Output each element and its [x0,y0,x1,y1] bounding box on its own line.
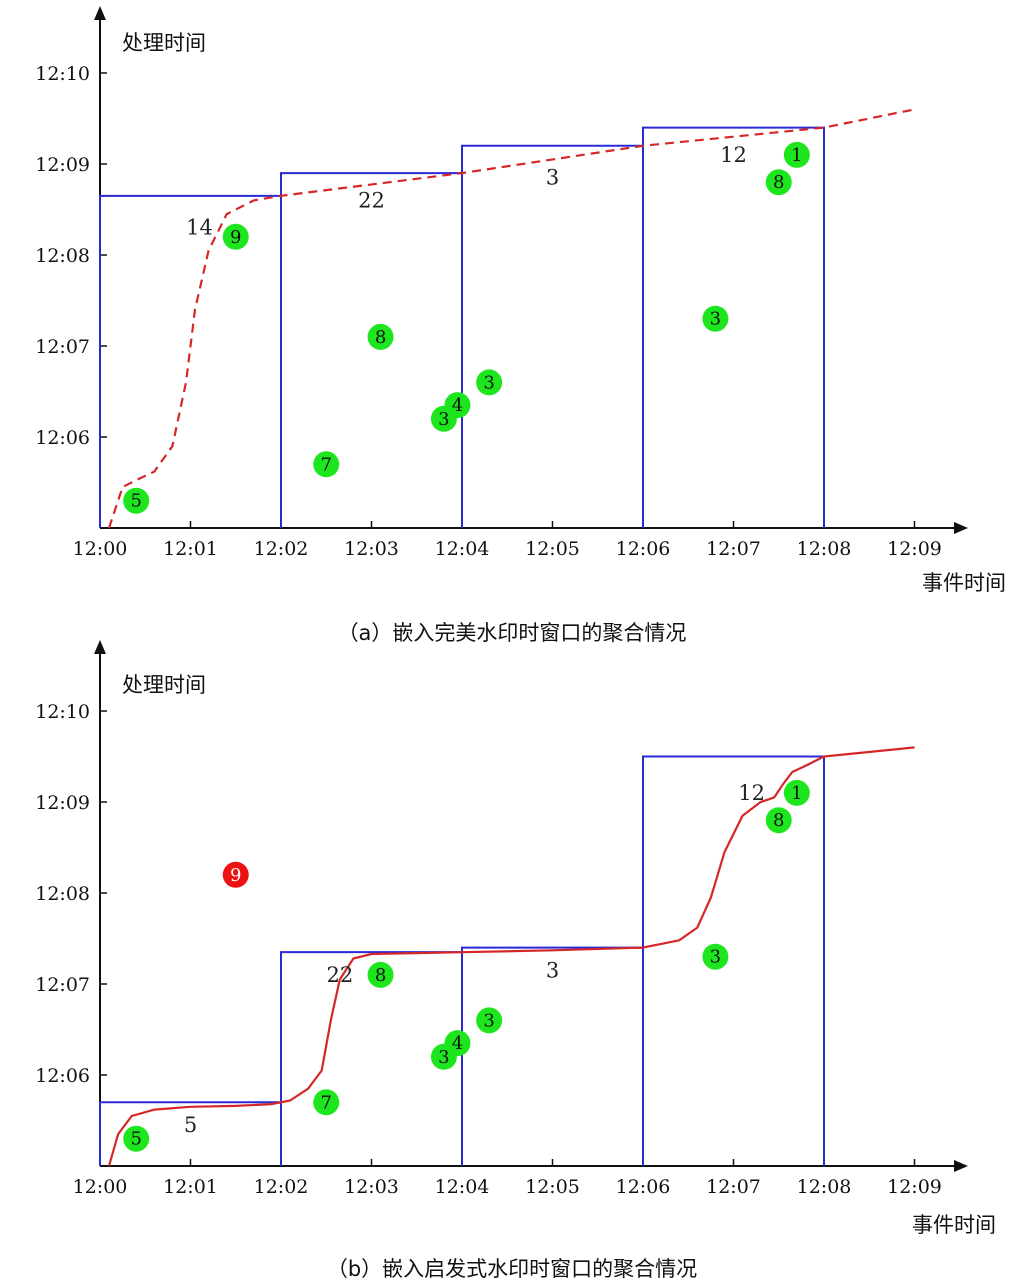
y-axis-arrow-icon [94,640,106,654]
x-tick-label: 12:04 [435,538,490,560]
window-rect [461,144,644,528]
data-point [765,169,792,196]
x-tick-label: 12:06 [616,1176,671,1198]
data-point [123,1125,150,1152]
data-point [123,487,150,514]
data-point [444,392,471,419]
data-point [367,961,394,988]
data-point-label: 3 [710,947,721,968]
window-count-label: 22 [326,963,353,987]
watermark-line [107,108,915,529]
y-axis-title: 处理时间 [122,31,206,55]
window-count-label: 12 [720,143,747,167]
x-tick-label: 12:00 [73,538,128,560]
data-point [702,943,729,970]
data-point-label: 9 [230,227,241,248]
x-tick-label: 12:06 [616,538,671,560]
y-tick-label: 12:08 [35,883,90,905]
data-point-label: 3 [483,372,494,393]
window-count-label: 3 [546,958,559,982]
data-point-label: 4 [452,395,463,416]
data-point-label: 1 [791,783,802,804]
data-point-label: 3 [483,1010,494,1031]
data-point-label: 7 [321,1092,332,1113]
x-tick-label: 12:03 [344,538,399,560]
y-tick-label: 12:08 [35,245,90,267]
window-rect [99,194,282,528]
x-tick-label: 12:01 [163,538,218,560]
data-point-label: 8 [773,810,784,831]
y-tick-label: 12:07 [35,974,90,996]
x-axis-arrow-icon [954,1160,968,1172]
figure-caption: （b）嵌入启发式水印时窗口的聚合情况 [327,1257,697,1281]
x-tick-label: 12:02 [254,1176,309,1198]
y-tick-label: 12:10 [35,63,90,85]
x-tick-label: 12:01 [163,1176,218,1198]
window-rect [642,126,825,528]
x-axis-title: 事件时间 [912,1213,996,1237]
y-tick-label: 12:07 [35,336,90,358]
x-tick-label: 12:07 [706,1176,761,1198]
x-axis-title: 事件时间 [922,571,1006,595]
data-point [222,223,249,250]
data-point-label: 3 [438,409,449,430]
window-count-label: 5 [184,1113,197,1137]
data-point [476,1007,503,1034]
window-rect [642,755,825,1166]
window-count-label: 3 [546,166,559,190]
y-axis-title: 处理时间 [122,673,206,697]
data-point-label: 8 [375,965,386,986]
data-point [702,305,729,332]
data-point [476,369,503,396]
data-point [765,807,792,834]
watermark-line [107,746,915,1167]
y-axis-arrow-icon [94,6,106,20]
x-tick-label: 12:05 [525,1176,580,1198]
data-point-label: 5 [130,491,141,512]
data-point-label: 1 [791,145,802,166]
data-point [313,1089,340,1116]
x-tick-label: 12:09 [887,538,942,560]
y-tick-label: 12:06 [35,427,90,449]
data-point-label: 8 [773,172,784,193]
data-point-label: 9 [230,865,241,886]
y-tick-label: 12:09 [35,792,90,814]
window-rect [280,172,463,528]
y-tick-label: 12:09 [35,154,90,176]
x-tick-label: 12:08 [797,538,852,560]
data-point [444,1030,471,1057]
x-tick-label: 12:09 [887,1176,942,1198]
y-tick-label: 12:10 [35,701,90,723]
data-point [367,323,394,350]
data-point [783,779,810,806]
data-point-label: 3 [710,309,721,330]
data-point-label: 5 [130,1129,141,1150]
x-tick-label: 12:07 [706,538,761,560]
data-point [313,451,340,478]
figure-caption: （a）嵌入完美水印时窗口的聚合情况 [338,621,687,645]
y-tick-label: 12:06 [35,1065,90,1087]
x-tick-label: 12:05 [525,538,580,560]
data-point [222,861,249,888]
data-point [783,141,810,168]
data-point-label: 3 [438,1047,449,1068]
data-point-label: 7 [321,454,332,475]
x-tick-label: 12:03 [344,1176,399,1198]
data-point-label: 8 [375,327,386,348]
x-tick-label: 12:02 [254,538,309,560]
x-tick-label: 12:04 [435,1176,490,1198]
data-point-label: 4 [452,1033,463,1054]
x-tick-label: 12:00 [73,1176,128,1198]
x-axis-arrow-icon [954,522,968,534]
x-tick-label: 12:08 [797,1176,852,1198]
window-count-label: 22 [358,188,385,212]
window-count-label: 14 [186,216,213,240]
window-count-label: 12 [738,781,765,805]
